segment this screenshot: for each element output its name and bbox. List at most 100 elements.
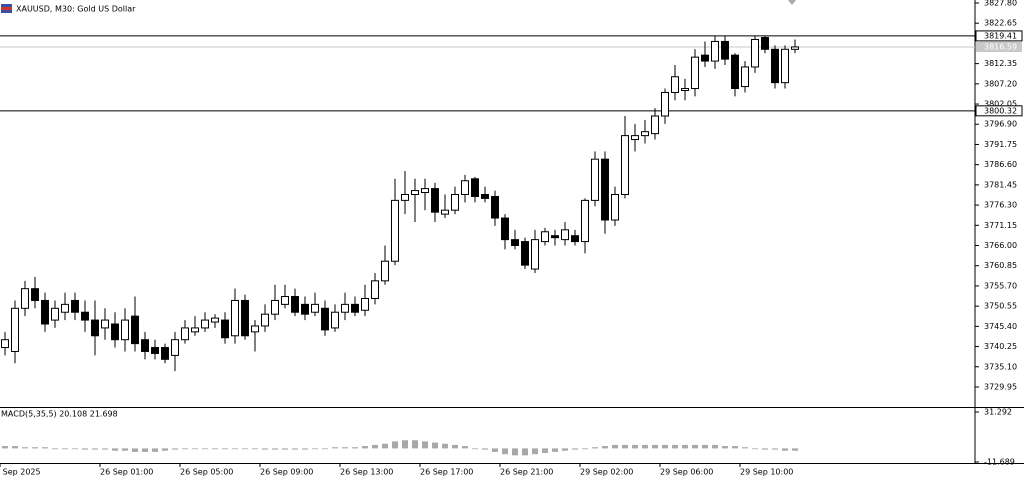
histogram-bar [452, 444, 458, 449]
candle-body [131, 315, 139, 345]
x-tick-label: 26 Sep 09:00 [260, 468, 313, 477]
candle-body [631, 135, 639, 141]
candle-body [41, 299, 49, 325]
histogram-bar [532, 448, 538, 455]
candle-body [201, 319, 209, 329]
histogram-bar [652, 444, 658, 449]
y-tick-label: 3786.60 [984, 160, 1017, 169]
histogram-bar [212, 448, 218, 450]
histogram-bar [722, 446, 728, 449]
candle-body [281, 296, 289, 305]
candle-body [141, 339, 149, 352]
histogram-bar [152, 448, 158, 452]
candle-body [301, 303, 309, 315]
histogram-bar [122, 448, 128, 451]
candle-body [111, 323, 119, 341]
histogram-bar [772, 448, 778, 450]
x-tick-label: 26 Sep 13:00 [340, 468, 393, 477]
candle-body [781, 48, 789, 84]
candle-body [471, 178, 479, 197]
candle-body [651, 115, 659, 135]
x-tick-label: 29 Sep 10:00 [740, 468, 793, 477]
x-tick-label: 29 Sep 06:00 [660, 468, 713, 477]
level-label-box [975, 105, 1023, 117]
candle-body [431, 188, 439, 213]
histogram-bar [52, 448, 58, 450]
histogram-bar [62, 448, 68, 450]
candle-body [531, 239, 539, 270]
histogram-bar [422, 441, 428, 449]
candle-body [641, 131, 649, 137]
candle-body [241, 299, 249, 337]
candle-body [761, 37, 769, 50]
histogram-bar [752, 448, 758, 450]
histogram-bar [182, 448, 188, 450]
histogram-bar [232, 448, 238, 450]
candle-body [121, 319, 129, 341]
candle-body [561, 229, 569, 241]
histogram-bar [342, 447, 348, 449]
y-tick-label: -11.689 [984, 457, 1015, 466]
candle-body [461, 180, 469, 195]
candle-body [351, 303, 359, 313]
histogram-bar [362, 446, 368, 449]
candle-body [711, 40, 719, 62]
candle-body [731, 54, 739, 90]
y-tick-label: 3745.40 [984, 322, 1017, 331]
candle-body [261, 313, 269, 327]
histogram-bar [142, 448, 148, 452]
histogram-bar [602, 446, 608, 449]
candle-body [191, 327, 199, 333]
histogram-bar [642, 444, 648, 449]
histogram-bar [112, 448, 118, 451]
x-tick-label: 26 Sep 01:00 [100, 468, 153, 477]
y-tick-label: 31.292 [984, 407, 1012, 416]
candle-body [491, 195, 499, 219]
candle-body [441, 209, 449, 215]
candle-body [391, 199, 399, 262]
candle-body [1, 339, 9, 349]
level-label: 3800.32 [984, 106, 1017, 115]
histogram-bar [102, 448, 108, 450]
y-tick-label: 3807.20 [984, 79, 1017, 88]
histogram-bar [252, 448, 258, 450]
candle-body [81, 311, 89, 321]
histogram-bar [382, 443, 388, 449]
candle-body [671, 76, 679, 93]
candle-body [271, 299, 279, 315]
histogram-bar [762, 448, 768, 450]
candle-body [401, 193, 409, 201]
candle-body [181, 327, 189, 341]
x-tick-label: 5 Sep 2025 [0, 468, 41, 477]
candle-body [151, 347, 159, 354]
y-tick-label: 3802.05 [984, 100, 1017, 109]
histogram-bar [612, 444, 618, 449]
candle-body [411, 190, 419, 195]
histogram-bar [692, 444, 698, 449]
histogram-bar [442, 443, 448, 449]
y-tick-label: 3771.15 [984, 221, 1017, 230]
histogram-bar [512, 448, 518, 456]
histogram-bar [2, 446, 8, 449]
y-tick-label: 3755.70 [984, 281, 1017, 290]
y-tick-label: 3740.25 [984, 342, 1017, 351]
candle-body [311, 303, 319, 313]
histogram-bar [632, 444, 638, 449]
y-tick-label: 3822.65 [984, 19, 1017, 28]
candle-body [51, 307, 59, 321]
candle-body [211, 317, 219, 323]
histogram-bar [332, 447, 338, 449]
candle-body [571, 235, 579, 243]
candle-body [331, 311, 339, 329]
candle-body [701, 54, 709, 62]
candle-body [551, 235, 559, 239]
y-tick-label: 3729.95 [984, 382, 1017, 391]
candle-body [161, 347, 169, 360]
histogram-bar [432, 442, 438, 449]
histogram-bar [132, 448, 138, 452]
candle-body [661, 91, 669, 117]
y-tick-label: 3781.45 [984, 180, 1017, 189]
candle-body [541, 231, 549, 243]
